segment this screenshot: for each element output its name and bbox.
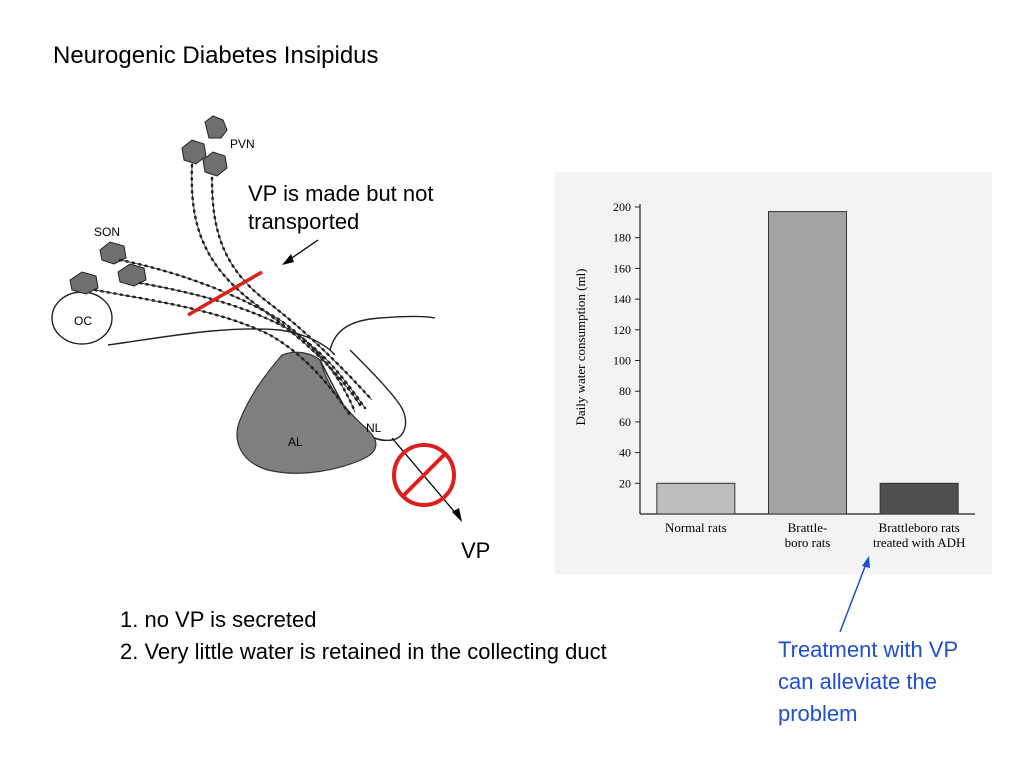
y-tick-label: 200	[613, 200, 631, 214]
notes-list: 1. no VP is secreted 2. Very little wate…	[120, 604, 607, 668]
treatment-note: Treatment with VP can alleviate the prob…	[778, 637, 959, 726]
y-tick-label: 100	[613, 354, 631, 368]
label-pvn: PVN	[230, 137, 255, 151]
bar	[879, 482, 959, 515]
bar	[768, 211, 847, 515]
label-oc: OC	[74, 314, 92, 328]
caption-text: VP is made but not transported	[248, 181, 434, 234]
x-tick-label: Brattle-boro rats	[785, 520, 831, 550]
transport-block-line	[187, 270, 263, 317]
label-al: AL	[288, 435, 303, 449]
category-labels: Normal rats Brattle-boro rats Brattleboro …	[665, 520, 965, 550]
note-item: 1. no VP is secreted	[120, 607, 317, 632]
vp-output-label: VP	[461, 538, 491, 563]
pvn-neurons	[181, 115, 228, 177]
label-son: SON	[94, 225, 120, 239]
y-tick-label: 120	[613, 323, 631, 337]
anterior-lobe	[236, 351, 377, 474]
y-tick-label: 140	[613, 292, 631, 306]
treatment-arrow	[839, 556, 870, 633]
y-tick-label: 180	[613, 231, 631, 245]
water-consumption-chart: Daily water consumption (ml) 20 40 60 80 100…	[555, 172, 992, 574]
y-axis-label: Daily water consumption (ml)	[573, 268, 588, 425]
x-tick-label: Brattleboro rats treated with ADH	[873, 520, 965, 550]
note-item: 2. Very little water is retained in the …	[120, 639, 607, 664]
y-tick-label: 40	[619, 446, 631, 460]
y-tick-labels: 20 40 60 80 100 120 140 160 180 200	[613, 200, 640, 490]
slide-title: Neurogenic Diabetes Insipidus	[53, 42, 379, 69]
label-nl: NL	[366, 421, 382, 435]
son-neurons	[69, 241, 147, 295]
y-tick-label: 80	[619, 384, 631, 398]
chart-bars	[656, 211, 959, 515]
bar	[656, 482, 736, 515]
x-tick-label: Normal rats	[665, 520, 727, 535]
prohibition-icon	[392, 443, 456, 507]
neurohypophysis-diagram: OC AL NL PVN SON	[51, 115, 462, 522]
y-tick-label: 60	[619, 415, 631, 429]
y-tick-label: 160	[613, 261, 631, 275]
y-tick-label: 20	[619, 476, 631, 490]
